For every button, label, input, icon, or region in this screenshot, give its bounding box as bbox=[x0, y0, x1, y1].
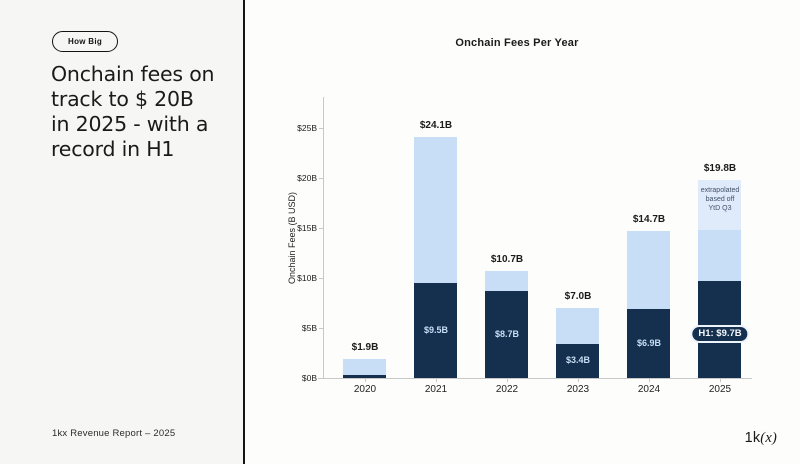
bar-segment-actual-light-2023 bbox=[556, 308, 599, 344]
y-tick-mark bbox=[319, 278, 324, 279]
y-tick-mark bbox=[319, 128, 324, 129]
year-label: 2022 bbox=[495, 384, 519, 395]
panel-divider bbox=[243, 0, 245, 464]
y-tick-label: $5B bbox=[301, 323, 317, 333]
1kx-logo: 1k(x) bbox=[695, 430, 777, 447]
bar-value-inside: $8.7B bbox=[494, 328, 520, 339]
chart-title: Onchain Fees Per Year bbox=[455, 37, 579, 49]
y-tick-mark bbox=[319, 178, 324, 179]
y-tick-label: $0B bbox=[301, 373, 317, 383]
y-axis-line bbox=[323, 97, 324, 378]
y-tick-mark bbox=[319, 328, 324, 329]
logo-regular: 1k bbox=[744, 430, 761, 446]
x-tick-mark bbox=[720, 378, 721, 382]
logo-italic: (x) bbox=[760, 430, 777, 446]
bar-segment-actual-light-2022 bbox=[485, 271, 528, 291]
y-tick-label: $15B bbox=[297, 223, 317, 233]
x-axis-line bbox=[318, 378, 752, 379]
page-title: Onchain fees on track to $ 20B in 2025 -… bbox=[51, 62, 215, 161]
x-tick-mark bbox=[436, 378, 437, 382]
x-tick-mark bbox=[578, 378, 579, 382]
bar-value-inside: $6.9B bbox=[636, 337, 662, 348]
how-big-badge: How Big bbox=[52, 31, 119, 52]
bar-segment-actual-light-2024 bbox=[627, 231, 670, 309]
y-tick-mark bbox=[319, 378, 324, 379]
bar-value-inside: $3.4B bbox=[565, 355, 591, 365]
y-tick-label: $25B bbox=[297, 123, 317, 133]
bar-segment-actual-light-2025 bbox=[698, 230, 741, 281]
bar-total-label: $7.0B bbox=[564, 291, 592, 302]
bar-total-label: $19.8B bbox=[703, 163, 737, 174]
y-tick-label: $10B bbox=[297, 273, 317, 283]
y-tick-mark bbox=[319, 228, 324, 229]
bar-total-label: $10.7B bbox=[490, 254, 524, 265]
year-label: 2025 bbox=[708, 384, 732, 395]
bar-segment-actual-dark-2021 bbox=[414, 283, 457, 378]
bar-segment-actual-dark-2024 bbox=[627, 309, 670, 378]
bar-segment-actual-dark-2023 bbox=[556, 344, 599, 378]
bar-total-label: $14.7B bbox=[632, 214, 666, 225]
badge-label: How Big bbox=[68, 37, 103, 46]
h1-pill: H1: $9.7B bbox=[690, 324, 750, 343]
bar-value-inside: $9.5B bbox=[423, 324, 449, 335]
extrapolated-note: extrapolated based off YtD Q3 bbox=[700, 187, 740, 212]
year-label: 2021 bbox=[424, 384, 448, 395]
x-tick-mark bbox=[365, 378, 366, 382]
bar-segment-extrapolated-2025 bbox=[698, 180, 741, 230]
year-label: 2024 bbox=[637, 384, 661, 395]
year-label: 2023 bbox=[566, 384, 590, 395]
bar-segment-actual-light-2021 bbox=[414, 137, 457, 283]
year-label: 2020 bbox=[353, 384, 377, 395]
bar-segment-actual-light-2020 bbox=[343, 359, 386, 375]
x-tick-mark bbox=[649, 378, 650, 382]
y-tick-label: $20B bbox=[297, 173, 317, 183]
bar-total-label: $24.1B bbox=[419, 120, 453, 131]
x-tick-mark bbox=[507, 378, 508, 382]
y-axis-title: Onchain Fees (B USD) bbox=[287, 191, 297, 285]
report-footer: 1kx Revenue Report – 2025 bbox=[52, 428, 176, 439]
bar-segment-actual-dark-2020 bbox=[343, 375, 386, 378]
left-panel: How Big Onchain fees on track to $ 20B i… bbox=[0, 0, 243, 464]
bar-segment-actual-dark-2022 bbox=[485, 291, 528, 378]
bar-total-label: $1.9B bbox=[351, 342, 379, 353]
